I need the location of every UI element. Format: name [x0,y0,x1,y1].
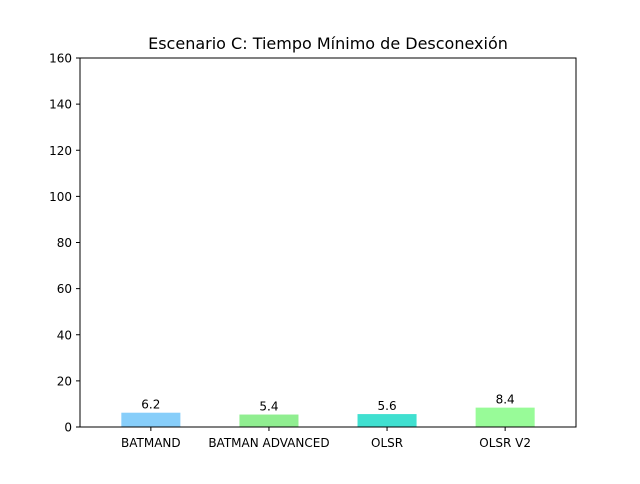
x-tick-label: OLSR [371,436,403,450]
bar-value-label: 8.4 [496,393,515,407]
y-tick-label: 140 [49,98,72,112]
bar-value-label: 5.4 [259,400,278,414]
bar-value-label: 5.6 [378,399,397,413]
x-tick-label: BATMAND [121,436,181,450]
y-tick-label: 160 [49,52,72,66]
bar [476,408,535,427]
y-tick-label: 120 [49,144,72,158]
y-tick-label: 20 [57,374,72,388]
x-tick-label: BATMAN ADVANCED [208,436,329,450]
y-tick-label: 80 [57,236,72,250]
bar-value-label: 6.2 [141,398,160,412]
x-tick-label: OLSR V2 [479,436,531,450]
bar [358,414,417,427]
bar [239,415,298,427]
y-tick-label: 100 [49,190,72,204]
y-axis: 0 20 40 60 80 100 120 140 160 [49,52,80,435]
y-tick-label: 40 [57,328,72,342]
value-labels-group: 6.2 5.4 5.6 8.4 [141,393,514,414]
y-tick-label: 0 [64,421,72,435]
x-axis: BATMAND BATMAN ADVANCED OLSR OLSR V2 [121,427,531,450]
bars-group [121,408,534,427]
chart-title: Escenario C: Tiempo Mínimo de Desconexió… [148,34,508,53]
y-tick-label: 60 [57,282,72,296]
bar [121,413,180,427]
plot-frame [80,58,576,427]
